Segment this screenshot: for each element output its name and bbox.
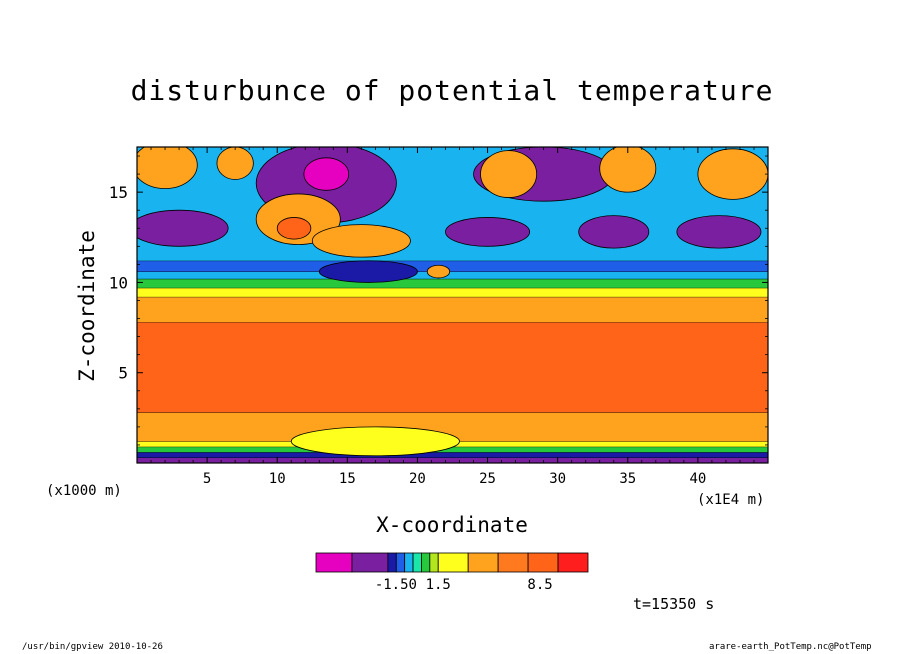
- colorbar-swatch-9: [467, 552, 499, 573]
- time-label: t=15350 s: [633, 595, 715, 613]
- y-axis-label: Z-coordinate: [75, 230, 99, 382]
- contour-layer-10: [137, 260, 768, 272]
- footer-right: arare-earth_PotTemp.nc@PotTemp: [709, 642, 872, 652]
- contour-feature-negative-band-5: [137, 209, 229, 247]
- colorbar-swatch-8: [437, 552, 469, 573]
- colorbar-swatch-0: [315, 552, 353, 573]
- colorbar-swatch-1: [351, 552, 389, 573]
- colorbar-swatch-7: [429, 552, 439, 573]
- contour-layer-9: [137, 271, 768, 279]
- y-tick-label: 15: [109, 183, 128, 202]
- contour-feature-positive-core-4: [276, 217, 312, 240]
- x-tick-label: 20: [409, 471, 426, 487]
- x-tick-label: 25: [479, 471, 496, 487]
- plot-area: [137, 147, 768, 463]
- y-tick-label: 5: [118, 364, 128, 383]
- colorbar-swatch-2: [387, 552, 397, 573]
- x-axis-label: X-coordinate: [376, 513, 528, 537]
- x-unit-right: (x1E4 m): [697, 492, 765, 508]
- contour-feature-negative-band-9: [676, 215, 762, 249]
- x-tick-label: 15: [339, 471, 356, 487]
- contour-feature-positive-top-14: [599, 147, 657, 193]
- colorbar-tick-label: 1.5: [426, 577, 451, 593]
- contour-feature-positive-top-11: [137, 147, 198, 189]
- x-tick-label: 10: [269, 471, 286, 487]
- contour-layer-2: [137, 446, 768, 453]
- contour-feature-positive-top-15: [697, 148, 768, 200]
- contour-feature-positive-top-12: [216, 147, 254, 180]
- contour-layer-1: [137, 452, 768, 458]
- x-tick-label: 40: [689, 471, 706, 487]
- plot-frame: [136, 146, 769, 464]
- contour-feature-negative-band-7: [445, 217, 531, 247]
- contour-layer-5: [137, 322, 768, 413]
- colorbar-swatch-4: [404, 552, 414, 573]
- footer-left: /usr/bin/gpview 2010-10-26: [22, 642, 163, 652]
- x-unit-left: (x1000 m): [46, 483, 122, 499]
- colorbar-swatch-5: [412, 552, 422, 573]
- contour-layer-6: [137, 296, 768, 323]
- contour-layer-7: [137, 287, 768, 297]
- x-tick-label: 35: [619, 471, 636, 487]
- contour-feature-positive-top-13: [480, 150, 538, 198]
- colorbar: -1.50 1.5 8.5: [315, 552, 589, 593]
- contour-feature-mountain-wave-17: [290, 426, 460, 457]
- contour-feature-negative-peak-1: [303, 157, 350, 191]
- colorbar-swatch-11: [527, 552, 559, 573]
- x-tick-label: 30: [549, 471, 566, 487]
- colorbar-swatch-6: [421, 552, 431, 573]
- contour-feature-positive-lobe-3: [311, 224, 411, 258]
- y-axis: 5 10 15: [109, 155, 768, 446]
- x-tick-label: 5: [203, 471, 211, 487]
- contour-feature-negative-band-8: [578, 215, 650, 249]
- colorbar-tick-label: -1.50: [375, 577, 417, 593]
- contour-feature-negative-band-10: [318, 260, 418, 283]
- chart-title: disturbunce of potential temperature: [130, 74, 774, 107]
- colorbar-tick-label: 8.5: [527, 577, 552, 593]
- x-axis: 5 10 15 20 25 30 35 40: [150, 147, 755, 487]
- colorbar-swatch-10: [497, 552, 529, 573]
- contour-feature-positive-spot-16: [426, 264, 451, 279]
- colorbar-swatch-12: [557, 552, 589, 573]
- y-tick-label: 10: [109, 273, 128, 292]
- contour-layer-8: [137, 278, 768, 288]
- contour-layer-0: [137, 457, 768, 463]
- colorbar-swatch-3: [395, 552, 406, 573]
